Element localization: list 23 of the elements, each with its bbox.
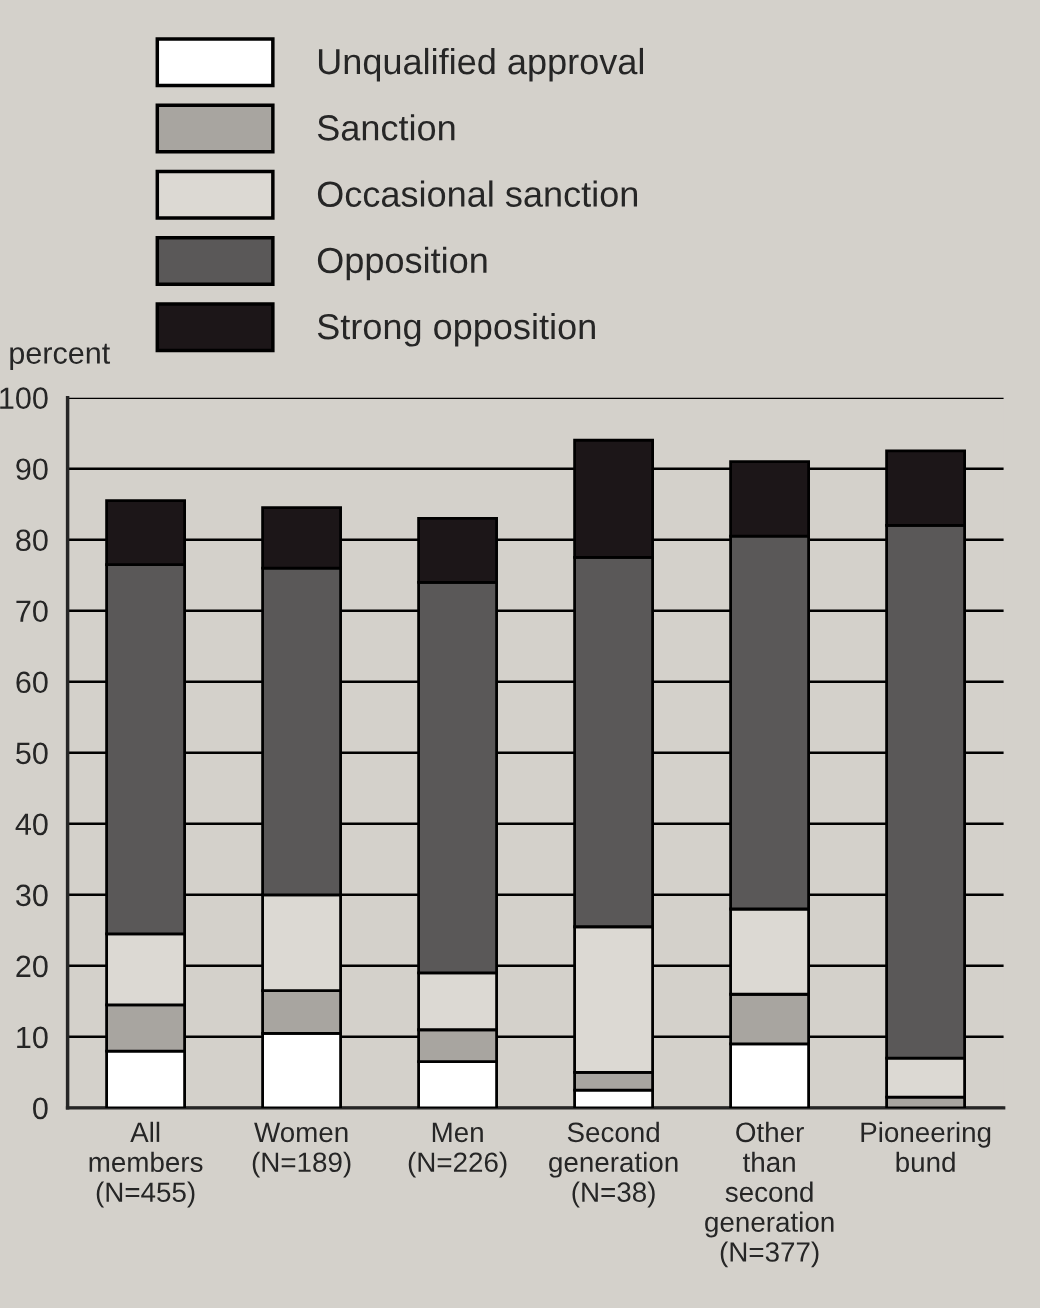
- x-tick-label: Pioneering bund: [861, 1121, 991, 1173]
- y-tick-label: 80: [16, 529, 48, 552]
- y-tick-label: 20: [16, 955, 48, 978]
- y-tick-label: 10: [17, 1026, 48, 1049]
- y-axis-title: percent: [10, 343, 111, 370]
- x-tick-label: Other than second generation (N=377): [705, 1121, 834, 1268]
- legend-label: Sanction: [317, 114, 455, 141]
- y-tick-label: 60: [16, 671, 48, 694]
- x-tick-label: Second generation (N=38): [549, 1121, 678, 1208]
- y-tick-label: 90: [16, 458, 48, 481]
- x-tick-label: All members (N=455): [89, 1121, 203, 1208]
- legend-label: Occasional sanction: [317, 180, 638, 207]
- y-tick-label: 50: [16, 742, 48, 765]
- y-tick-label: 100: [0, 387, 48, 409]
- legend-label: Opposition: [317, 246, 487, 281]
- x-tick-label: Women (N=189): [252, 1122, 351, 1178]
- y-tick-label: 70: [16, 600, 48, 623]
- y-tick-label: 40: [15, 813, 48, 836]
- y-tick-label: 30: [16, 884, 48, 907]
- legend-label: Strong opposition: [317, 312, 595, 347]
- x-tick-label: Men (N=226): [408, 1122, 507, 1178]
- y-tick-label: 0: [33, 1097, 48, 1120]
- legend-label: Unqualified approval: [318, 47, 644, 82]
